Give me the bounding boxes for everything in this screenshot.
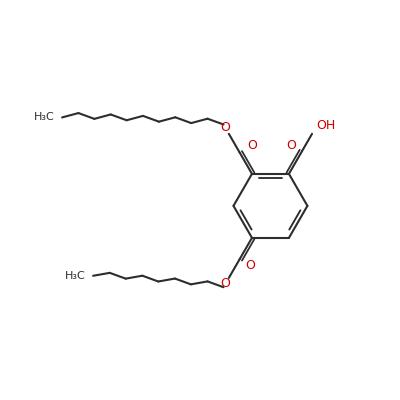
Text: O: O xyxy=(220,121,230,134)
Text: H₃C: H₃C xyxy=(65,271,85,281)
Text: O: O xyxy=(245,259,255,272)
Text: OH: OH xyxy=(317,119,336,132)
Text: O: O xyxy=(247,139,257,152)
Text: H₃C: H₃C xyxy=(34,112,54,122)
Text: O: O xyxy=(286,138,296,152)
Text: O: O xyxy=(220,277,230,290)
